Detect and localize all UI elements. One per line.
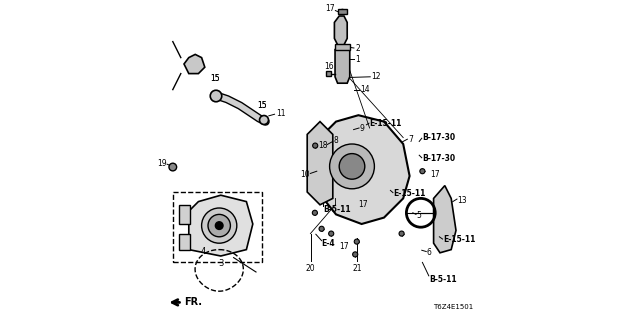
Text: 19: 19 (157, 159, 166, 168)
Text: B-5-11: B-5-11 (429, 275, 456, 284)
Circle shape (319, 226, 324, 231)
Text: 4: 4 (200, 247, 206, 256)
Text: 17: 17 (430, 170, 440, 179)
Circle shape (312, 210, 317, 215)
Bar (179, 205, 191, 224)
Text: 20: 20 (305, 264, 316, 273)
Text: 13: 13 (458, 196, 467, 204)
Circle shape (340, 9, 345, 14)
Polygon shape (189, 195, 253, 256)
Circle shape (420, 169, 425, 174)
Polygon shape (335, 50, 349, 83)
Circle shape (208, 214, 230, 237)
Text: 5: 5 (417, 212, 422, 220)
Polygon shape (334, 16, 347, 45)
Text: 15: 15 (211, 74, 220, 83)
Text: E-15-11: E-15-11 (370, 119, 402, 128)
Polygon shape (307, 122, 333, 205)
Circle shape (312, 143, 317, 148)
Text: B-17-30: B-17-30 (422, 133, 456, 142)
Text: 17: 17 (339, 242, 349, 251)
Circle shape (399, 231, 404, 236)
Text: E-15-11: E-15-11 (394, 189, 426, 198)
Circle shape (355, 239, 360, 244)
Polygon shape (323, 115, 410, 224)
Bar (326, 71, 331, 76)
Circle shape (260, 116, 269, 124)
Text: 15: 15 (211, 74, 220, 83)
Text: 11: 11 (276, 109, 285, 118)
Text: 21: 21 (352, 264, 362, 273)
Circle shape (202, 208, 237, 243)
Bar (339, 9, 347, 14)
Text: 3: 3 (218, 260, 223, 268)
Text: 12: 12 (371, 72, 381, 81)
Circle shape (210, 90, 222, 102)
Text: 1: 1 (355, 55, 360, 64)
Text: 16: 16 (324, 62, 334, 71)
Text: 15: 15 (257, 101, 267, 110)
Text: 9: 9 (360, 124, 365, 132)
Text: 8: 8 (334, 136, 339, 145)
Text: 17: 17 (324, 4, 334, 13)
Text: 2: 2 (355, 44, 360, 52)
Text: 14: 14 (360, 85, 370, 94)
Text: 7: 7 (408, 135, 413, 144)
Bar (179, 234, 191, 250)
Polygon shape (184, 54, 205, 74)
Text: 10: 10 (300, 170, 310, 179)
Polygon shape (434, 186, 456, 253)
Text: T6Z4E1501: T6Z4E1501 (433, 304, 474, 310)
Text: 15: 15 (257, 101, 267, 110)
Circle shape (330, 144, 374, 189)
Circle shape (339, 154, 365, 179)
Text: 18: 18 (319, 141, 328, 150)
Text: B-5-11: B-5-11 (323, 205, 351, 214)
Circle shape (215, 222, 223, 229)
Circle shape (329, 231, 334, 236)
Circle shape (353, 252, 358, 257)
Text: 6: 6 (427, 248, 432, 257)
Text: E-15-11: E-15-11 (443, 236, 476, 244)
Bar (173, 192, 262, 262)
Text: 17: 17 (358, 200, 368, 209)
Circle shape (169, 163, 177, 171)
Text: FR.: FR. (184, 297, 202, 308)
Text: B-17-30: B-17-30 (422, 154, 456, 163)
Text: E-4: E-4 (322, 239, 335, 248)
Bar (335, 44, 350, 50)
